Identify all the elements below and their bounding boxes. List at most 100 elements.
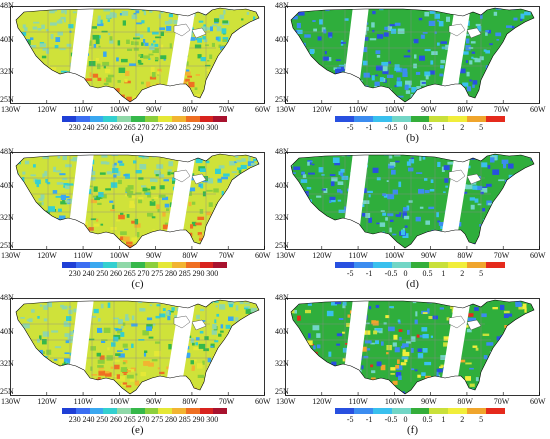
lat-label: 48N	[275, 1, 289, 10]
colorbar	[335, 116, 506, 122]
lon-label: 90W	[421, 251, 437, 260]
colorbar-swatch	[103, 262, 117, 268]
colorbar	[335, 408, 506, 414]
colorbar-tick-label: 280	[165, 415, 177, 424]
lat-label: 32N	[275, 213, 289, 222]
map-plot	[285, 152, 540, 250]
colorbar-tick-label: 265	[123, 123, 136, 132]
colorbar-tick-label: 1	[441, 123, 446, 132]
lat-label: 40N	[275, 35, 289, 44]
map-panel-c: 48N 40N 32N 25N 130W 120W 110W 100W 90W 80W 70W 60W…	[0, 146, 275, 292]
colorbar-tick-label: 230	[68, 269, 81, 278]
lon-label: 100W	[384, 397, 405, 406]
colorbar-swatch	[429, 116, 449, 122]
lon-label: 100W	[384, 105, 405, 114]
lon-label: 90W	[146, 251, 162, 260]
lon-label: 80W	[182, 251, 198, 260]
colorbar-swatch	[75, 262, 90, 268]
colorbar-swatch	[486, 116, 506, 122]
colorbar-swatch	[185, 262, 200, 268]
colorbar-swatch	[467, 262, 487, 268]
lon-label: 110W	[73, 251, 93, 260]
colorbar-tick-label: 285	[178, 415, 191, 424]
colorbar-swatch	[410, 408, 430, 414]
lon-label: 70W	[493, 397, 510, 406]
colorbar-tick-label: 265	[123, 269, 136, 278]
lat-label: 48N	[275, 147, 289, 156]
colorbar-tick-label: 260	[110, 269, 122, 278]
colorbar-swatch	[429, 408, 449, 414]
lon-label: 130W	[276, 251, 296, 260]
lat-label: 40N	[0, 181, 14, 190]
lon-label: 120W	[312, 397, 332, 406]
colorbar-swatch	[89, 262, 104, 268]
colorbar-tick-label: 1	[441, 269, 446, 278]
colorbar-swatch	[103, 116, 117, 122]
colorbar-tick-label: -1	[365, 123, 373, 132]
colorbar-swatch	[89, 116, 104, 122]
lon-label: 100W	[109, 251, 130, 260]
colorbar-tick-label: 300	[206, 415, 219, 424]
colorbar	[335, 262, 506, 268]
colorbar-swatch	[335, 116, 354, 122]
colorbar-swatch	[199, 116, 214, 122]
lon-label: 110W	[348, 105, 368, 114]
colorbar-swatch	[335, 408, 354, 414]
map-area	[10, 152, 265, 250]
lon-label: 120W	[312, 251, 332, 260]
colorbar-tick-label: 280	[165, 269, 177, 278]
colorbar-swatch	[486, 408, 506, 414]
colorbar-tick-label: 260	[110, 415, 122, 424]
colorbar-tick-label: 290	[192, 415, 205, 424]
lon-label: 130W	[276, 105, 296, 114]
lat-label: 25N	[275, 95, 289, 104]
colorbar-tick-label: 0.5	[422, 123, 433, 132]
map-plot	[285, 298, 540, 396]
map-area	[285, 6, 540, 104]
lat-label: 40N	[275, 181, 289, 190]
lon-label: 70W	[218, 105, 235, 114]
lon-label: 130W	[1, 251, 21, 260]
colorbar-tick-label: 230	[68, 415, 81, 424]
lat-label: 32N	[0, 213, 14, 222]
colorbar	[62, 262, 227, 268]
lon-label: 120W	[37, 105, 57, 114]
colorbar-swatch	[391, 116, 411, 122]
colorbar-tick-label: 275	[151, 415, 164, 424]
lon-label: 90W	[421, 105, 437, 114]
lon-label: 80W	[182, 105, 198, 114]
colorbar-swatch	[144, 262, 159, 268]
lon-label: 80W	[457, 251, 473, 260]
colorbar-tick-label: 5	[479, 415, 484, 424]
lon-label: 90W	[146, 397, 162, 406]
lon-label: 110W	[348, 397, 368, 406]
colorbar-tick-label: 290	[192, 123, 205, 132]
colorbar-swatch	[62, 116, 76, 122]
colorbar-swatch	[158, 408, 172, 414]
colorbar-swatch	[185, 116, 200, 122]
colorbar-swatch	[103, 408, 117, 414]
lon-label: 130W	[1, 105, 21, 114]
colorbar-tick-label: 230	[68, 123, 81, 132]
lon-label: 60W	[255, 105, 271, 114]
colorbar-swatch	[75, 116, 90, 122]
map-plot	[10, 6, 265, 104]
colorbar-swatch	[372, 262, 392, 268]
colorbar-tick-label: 2	[460, 123, 465, 132]
colorbar-tick-label: 290	[192, 269, 205, 278]
lon-label: 70W	[493, 251, 510, 260]
coastline	[290, 153, 535, 249]
map-plot	[285, 6, 540, 104]
lon-label: 80W	[457, 397, 473, 406]
lon-label: 120W	[37, 397, 57, 406]
lon-label: 110W	[348, 251, 368, 260]
colorbar-swatch	[117, 116, 131, 122]
colorbar-swatch	[353, 116, 373, 122]
map-plot	[10, 298, 265, 396]
colorbar-swatch	[213, 408, 227, 414]
colorbar-tick-label: 250	[96, 123, 109, 132]
map-panel-d: 48N 40N 32N 25N 130W 120W 110W 100W 90W 80W 70W 60W…	[275, 146, 550, 292]
colorbar-swatch	[429, 262, 449, 268]
colorbar-tick-label: 300	[206, 123, 219, 132]
panel-label: (d)	[406, 278, 419, 290]
